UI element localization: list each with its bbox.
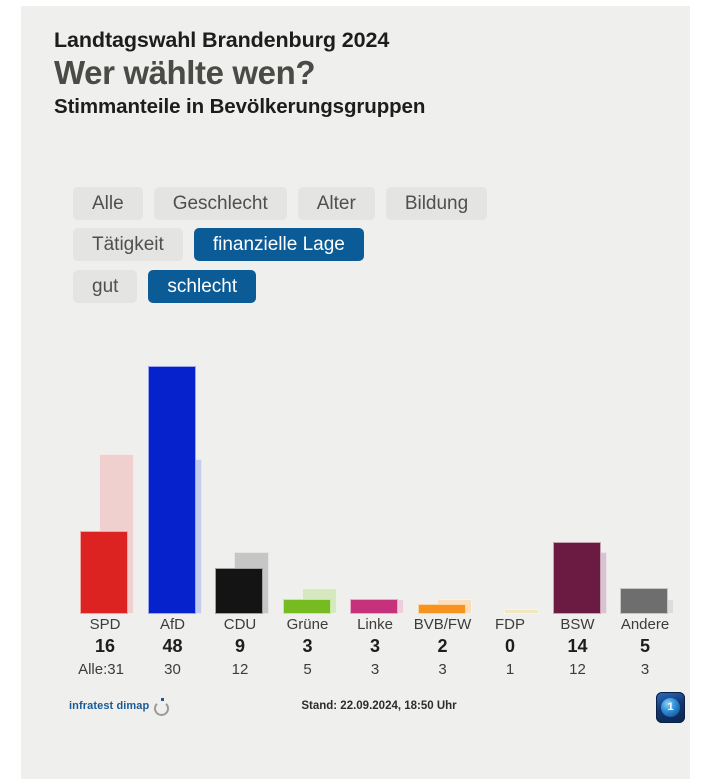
infratest-dimap-label: infratest dimap [69, 699, 150, 712]
party-reference-value: 30 [164, 660, 181, 678]
bar-column-afd [141, 356, 205, 614]
party-label: Linke [357, 616, 393, 633]
bar-value-bsw [552, 541, 601, 614]
ard-logo-icon: 1 [656, 692, 685, 723]
filter-chip-bildung[interactable]: Bildung [385, 187, 488, 220]
party-reference-value: 3 [438, 660, 447, 678]
party-reference-value: 3 [640, 660, 650, 678]
bar-column-spd [73, 356, 137, 614]
bar-column-cdu [208, 356, 272, 614]
axis-label-group-bsw: BSW 14 12 [546, 616, 610, 680]
bar-column-linke [343, 356, 407, 614]
party-reference-value: 3 [370, 660, 380, 678]
infratest-dimap-mark-icon [154, 698, 170, 716]
axis-label-group-cdu: CDU 9 12 [208, 616, 272, 680]
party-value: 48 [162, 636, 183, 657]
chart-axis-labels: SPD 16 Alle:31 AfD 48 30 CDU 9 12 Grüne 3 5 Linke 3 3 B… [73, 616, 683, 688]
party-label: FDP [495, 616, 525, 633]
ard-globe-icon: 1 [661, 698, 680, 717]
bar-column-bvb-fw [411, 356, 475, 614]
bar-chart [73, 356, 683, 614]
infographic-card: Landtagswahl Brandenburg 2024 Wer wählte… [21, 6, 690, 779]
axis-label-group-gr-ne: Grüne 3 5 [276, 616, 340, 680]
party-reference-value: 12 [231, 660, 249, 678]
axis-label-group-linke: Linke 3 3 [343, 616, 407, 680]
filter-chip-alter[interactable]: Alter [297, 187, 375, 220]
party-value: 16 [94, 636, 116, 657]
filter-chip-schlecht[interactable]: schlecht [148, 270, 257, 303]
bar-value-cdu [215, 567, 263, 614]
axis-label-group-bvb-fw: BVB/FW 2 3 [411, 616, 475, 680]
filter-chip-geschlecht[interactable]: Geschlecht [153, 187, 287, 220]
kicker-text: Landtagswahl Brandenburg 2024 [54, 28, 390, 52]
filter-row-secondary: Tätigkeit finanzielle Lage [73, 228, 693, 261]
party-label: BVB/FW [413, 616, 472, 633]
party-value: 9 [234, 636, 245, 657]
axis-label-group-afd: AfD 48 30 [141, 616, 205, 680]
filter-chip-alle[interactable]: Alle [73, 187, 143, 220]
bar-value-spd [80, 531, 128, 614]
axis-label-group-spd: SPD 16 Alle:31 [73, 616, 137, 680]
party-label: CDU [223, 616, 257, 633]
party-label: SPD [89, 616, 121, 633]
bar-reference-fdp [504, 608, 539, 614]
bar-value-bvb-fw [417, 603, 466, 614]
party-label: Grüne [286, 616, 329, 633]
party-reference-value: 1 [505, 660, 515, 678]
chart-plot-area [73, 356, 683, 614]
party-label: AfD [159, 616, 185, 633]
filter-row-primary: Alle Geschlecht Alter Bildung [73, 187, 693, 220]
filter-chip-gut[interactable]: gut [73, 270, 138, 303]
axis-label-group-andere: Andere 5 3 [613, 616, 677, 680]
party-label: BSW [560, 616, 595, 633]
bar-column-bsw [546, 356, 610, 614]
page-subtitle: Stimmanteile in Bevölkerungsgruppen [54, 94, 426, 118]
party-value: 14 [567, 636, 588, 657]
filter-chip-tätigkeit[interactable]: Tätigkeit [73, 228, 183, 261]
party-value: 2 [437, 636, 448, 657]
bar-column-gr-ne [276, 356, 340, 614]
party-value: 0 [504, 636, 515, 657]
filter-row-subgroup: gut schlecht [73, 270, 693, 303]
party-reference-value: Alle:31 [78, 660, 124, 678]
axis-label-group-fdp: FDP 0 1 [478, 616, 542, 680]
party-reference-value: 5 [303, 660, 312, 678]
bar-column-andere [613, 356, 677, 614]
chart-footer: infratest dimap Stand: 22.09.2024, 18:50… [69, 692, 689, 734]
party-reference-value: 12 [569, 660, 586, 678]
bar-column-fdp [478, 356, 542, 614]
timestamp-label: Stand: 22.09.2024, 18:50 Uhr [301, 700, 457, 712]
bar-value-gr-ne [282, 598, 331, 614]
headline-block: Landtagswahl Brandenburg 2024 Wer wählte… [54, 28, 664, 119]
page-title: Wer wählte wen? [54, 54, 316, 92]
party-value: 3 [302, 636, 313, 657]
bar-value-andere [620, 588, 668, 614]
infratest-dimap-logo: infratest dimap [69, 698, 170, 716]
party-value: 3 [369, 636, 380, 657]
party-label: Andere [620, 616, 670, 633]
filter-chip-finanzielle-lage[interactable]: finanzielle Lage [193, 228, 364, 261]
party-value: 5 [639, 636, 650, 657]
bar-value-linke [350, 598, 398, 614]
ard-one-label: 1 [667, 701, 674, 713]
filter-group: Alle Geschlecht Alter Bildung Tätigkeit fina… [73, 187, 693, 311]
bar-value-afd [147, 366, 196, 614]
